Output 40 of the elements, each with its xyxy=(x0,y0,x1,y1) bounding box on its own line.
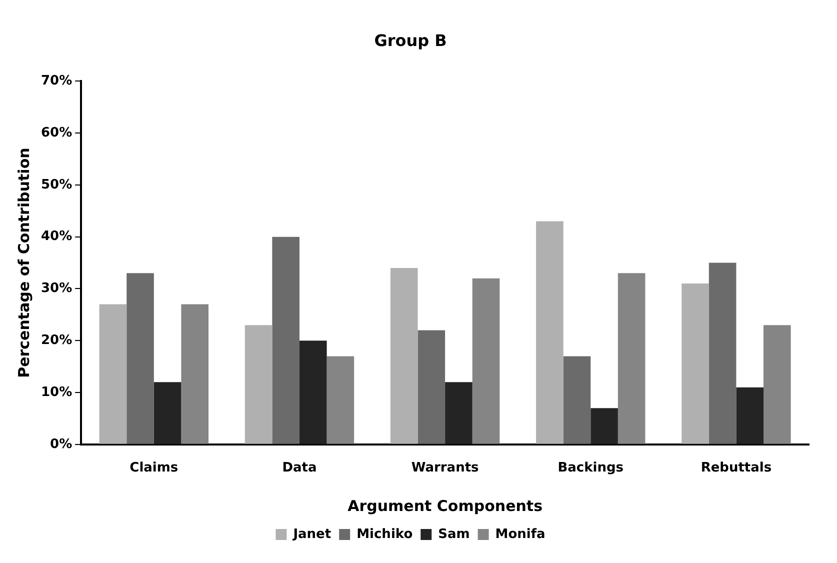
legend-label: Janet xyxy=(292,526,332,542)
legend-label: Michiko xyxy=(356,526,413,542)
y-tick-label: 10% xyxy=(40,384,72,400)
bar xyxy=(99,304,127,444)
y-axis-title: Percentage of Contribution xyxy=(14,148,33,378)
bar xyxy=(244,325,272,444)
legend-label: Sam xyxy=(438,526,470,542)
bar xyxy=(472,278,500,444)
bar xyxy=(736,387,764,444)
bar xyxy=(154,382,182,444)
bar xyxy=(682,284,709,444)
y-tick-label: 0% xyxy=(50,436,72,452)
bar xyxy=(445,382,472,444)
bar xyxy=(764,325,791,444)
bar xyxy=(418,330,446,444)
x-tick-label: Backings xyxy=(558,460,624,476)
x-tick-label: Warrants xyxy=(411,460,480,476)
bar xyxy=(618,273,646,444)
bar xyxy=(326,356,354,444)
bar xyxy=(126,273,154,444)
y-tick-label: 30% xyxy=(40,281,72,296)
legend-label: Monifa xyxy=(495,526,546,542)
y-tick-label: 60% xyxy=(40,125,72,140)
y-tick-label: 40% xyxy=(40,229,72,244)
x-tick-label: Data xyxy=(282,460,317,476)
bar xyxy=(563,356,591,444)
x-axis-title: Argument Components xyxy=(348,496,543,515)
chart-title: Group B xyxy=(374,30,447,50)
bar xyxy=(299,340,327,444)
bar xyxy=(272,236,300,444)
bar xyxy=(390,268,418,444)
y-tick-label: 50% xyxy=(40,177,72,192)
bar xyxy=(536,221,564,444)
y-tick-label: 70% xyxy=(40,74,72,89)
x-tick-label: Rebuttals xyxy=(700,460,772,476)
bar xyxy=(590,408,618,444)
x-tick-label: Claims xyxy=(130,460,178,476)
y-tick-label: 20% xyxy=(40,333,72,348)
bar xyxy=(181,304,208,444)
bar xyxy=(708,262,736,444)
